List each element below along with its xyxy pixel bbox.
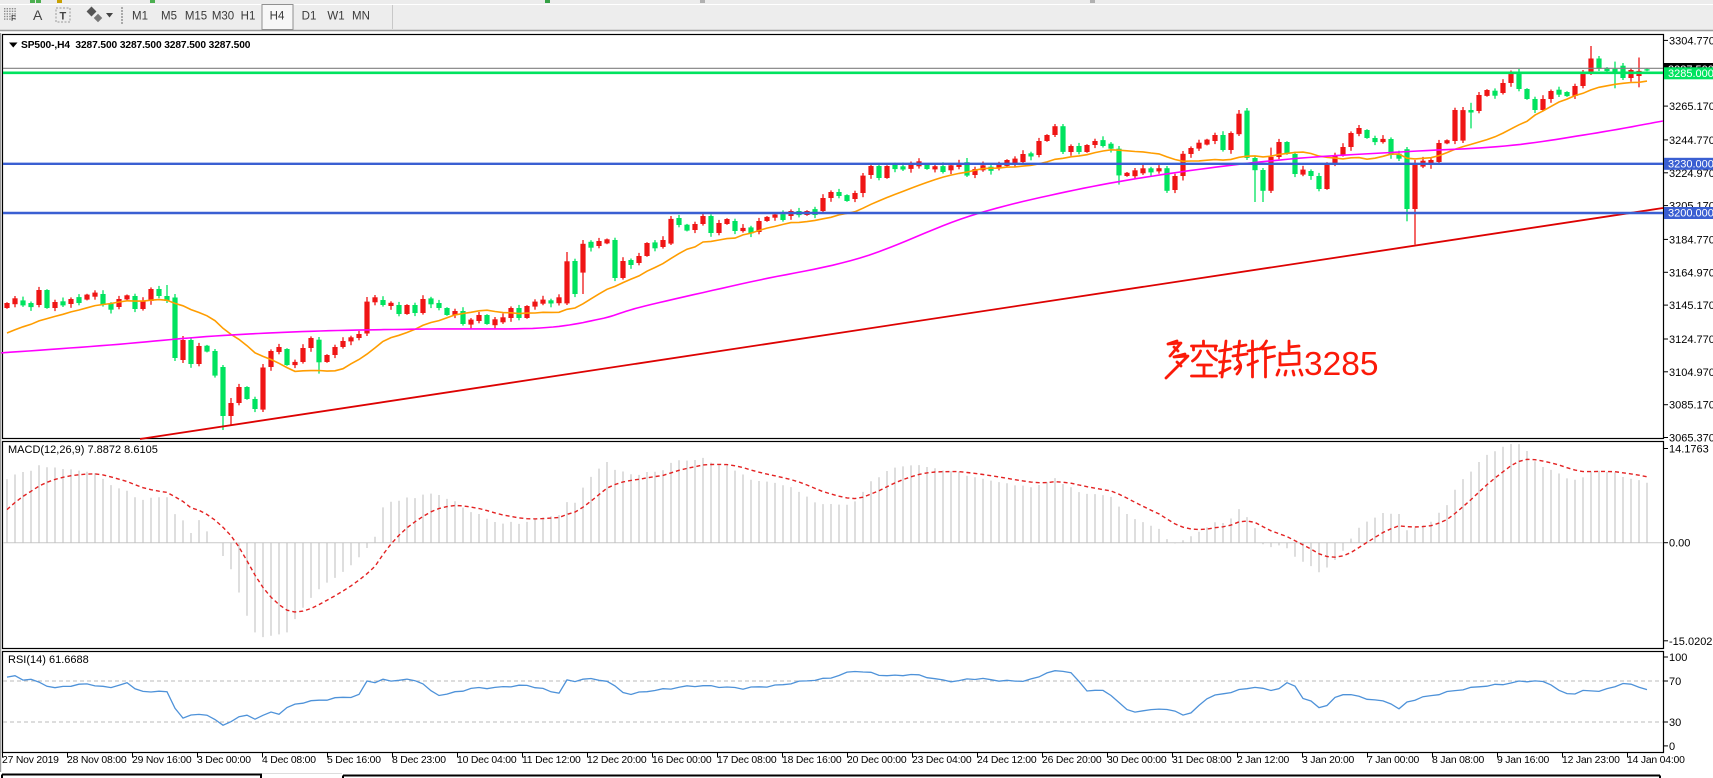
svg-text:3065.370: 3065.370 bbox=[1669, 433, 1713, 445]
svg-text:17 Dec 08:00: 17 Dec 08:00 bbox=[717, 755, 777, 766]
svg-text:3285.000: 3285.000 bbox=[1668, 68, 1713, 80]
svg-text:3265.170: 3265.170 bbox=[1669, 101, 1713, 113]
svg-text:31 Dec 08:00: 31 Dec 08:00 bbox=[1172, 755, 1232, 766]
svg-text:RSI(14) 61.6688: RSI(14) 61.6688 bbox=[8, 654, 89, 666]
svg-text:0: 0 bbox=[1669, 741, 1675, 753]
svg-text:24 Dec 12:00: 24 Dec 12:00 bbox=[977, 755, 1037, 766]
svg-text:M30: M30 bbox=[212, 11, 234, 23]
svg-text:M15: M15 bbox=[185, 11, 207, 23]
svg-text:2 Jan 12:00: 2 Jan 12:00 bbox=[1237, 755, 1290, 766]
svg-text:27 Nov 2019: 27 Nov 2019 bbox=[2, 755, 59, 766]
svg-text:A: A bbox=[33, 7, 43, 23]
svg-text:H1: H1 bbox=[241, 11, 256, 23]
svg-text:3145.170: 3145.170 bbox=[1669, 300, 1713, 312]
svg-text:T: T bbox=[60, 11, 67, 23]
svg-text:7 Jan 00:00: 7 Jan 00:00 bbox=[1367, 755, 1420, 766]
svg-text:29 Nov 16:00: 29 Nov 16:00 bbox=[132, 755, 192, 766]
svg-text:18 Dec 16:00: 18 Dec 16:00 bbox=[782, 755, 842, 766]
svg-text:20 Dec 00:00: 20 Dec 00:00 bbox=[847, 755, 907, 766]
svg-text:3230.000: 3230.000 bbox=[1668, 159, 1713, 171]
svg-text:70: 70 bbox=[1669, 676, 1681, 688]
svg-text:3285: 3285 bbox=[1304, 346, 1379, 383]
svg-text:3224.970: 3224.970 bbox=[1669, 168, 1713, 180]
svg-text:3104.970: 3104.970 bbox=[1669, 367, 1713, 379]
svg-text:M5: M5 bbox=[161, 11, 177, 23]
svg-text:5 Dec 16:00: 5 Dec 16:00 bbox=[327, 755, 381, 766]
svg-text:F: F bbox=[11, 14, 16, 23]
svg-text:30 Dec 00:00: 30 Dec 00:00 bbox=[1107, 755, 1167, 766]
svg-text:-15.0202: -15.0202 bbox=[1669, 636, 1712, 648]
svg-text:9 Jan 16:00: 9 Jan 16:00 bbox=[1497, 755, 1550, 766]
svg-text:3184.770: 3184.770 bbox=[1669, 234, 1713, 246]
svg-text:8 Jan 08:00: 8 Jan 08:00 bbox=[1432, 755, 1485, 766]
svg-text:3124.770: 3124.770 bbox=[1669, 334, 1713, 346]
svg-text:3304.770: 3304.770 bbox=[1669, 35, 1713, 47]
svg-text:0.00: 0.00 bbox=[1669, 538, 1690, 550]
svg-text:MN: MN bbox=[352, 11, 370, 23]
svg-text:H4: H4 bbox=[270, 11, 285, 23]
svg-text:23 Dec 04:00: 23 Dec 04:00 bbox=[912, 755, 972, 766]
svg-text:SP500-,H4 3287.500 3287.500 3: SP500-,H4 3287.500 3287.500 3287.500 328… bbox=[21, 40, 251, 51]
svg-text:8 Dec 23:00: 8 Dec 23:00 bbox=[392, 755, 446, 766]
svg-text:W1: W1 bbox=[327, 11, 344, 23]
svg-text:14 Jan 04:00: 14 Jan 04:00 bbox=[1627, 755, 1685, 766]
svg-text:M1: M1 bbox=[132, 11, 148, 23]
svg-text:11 Dec 12:00: 11 Dec 12:00 bbox=[522, 755, 581, 766]
svg-text:3244.770: 3244.770 bbox=[1669, 135, 1713, 147]
svg-text:14.1763: 14.1763 bbox=[1669, 444, 1709, 456]
svg-text:16 Dec 00:00: 16 Dec 00:00 bbox=[652, 755, 712, 766]
svg-text:100: 100 bbox=[1669, 652, 1687, 664]
svg-text:D1: D1 bbox=[302, 11, 317, 23]
svg-text:3085.170: 3085.170 bbox=[1669, 400, 1713, 412]
svg-text:4 Dec 08:00: 4 Dec 08:00 bbox=[262, 755, 316, 766]
svg-text:12 Dec 20:00: 12 Dec 20:00 bbox=[587, 755, 647, 766]
svg-text:26 Dec 20:00: 26 Dec 20:00 bbox=[1042, 755, 1102, 766]
svg-text:3 Jan 20:00: 3 Jan 20:00 bbox=[1302, 755, 1355, 766]
svg-text:10 Dec 04:00: 10 Dec 04:00 bbox=[457, 755, 517, 766]
svg-text:3200.000: 3200.000 bbox=[1668, 208, 1713, 220]
svg-text:3 Dec 00:00: 3 Dec 00:00 bbox=[197, 755, 251, 766]
svg-text:30: 30 bbox=[1669, 717, 1681, 729]
svg-text:28 Nov 08:00: 28 Nov 08:00 bbox=[67, 755, 127, 766]
svg-text:12 Jan 23:00: 12 Jan 23:00 bbox=[1562, 755, 1620, 766]
svg-text:MACD(12,26,9) 7.8872 8.6105: MACD(12,26,9) 7.8872 8.6105 bbox=[8, 444, 158, 456]
svg-text:3164.970: 3164.970 bbox=[1669, 267, 1713, 279]
